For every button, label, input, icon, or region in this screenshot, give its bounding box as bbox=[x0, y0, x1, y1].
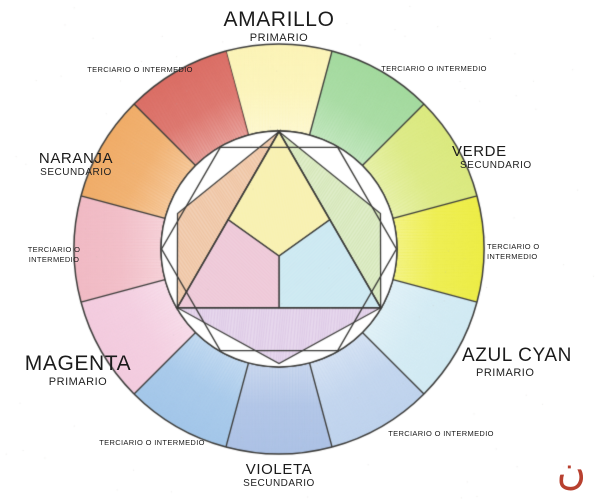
color-wheel-page: { "figure": { "title_top": "AMARILLO", "… bbox=[0, 0, 600, 499]
watermark-glyph: ن bbox=[557, 451, 586, 491]
color-wheel-canvas bbox=[0, 0, 600, 499]
